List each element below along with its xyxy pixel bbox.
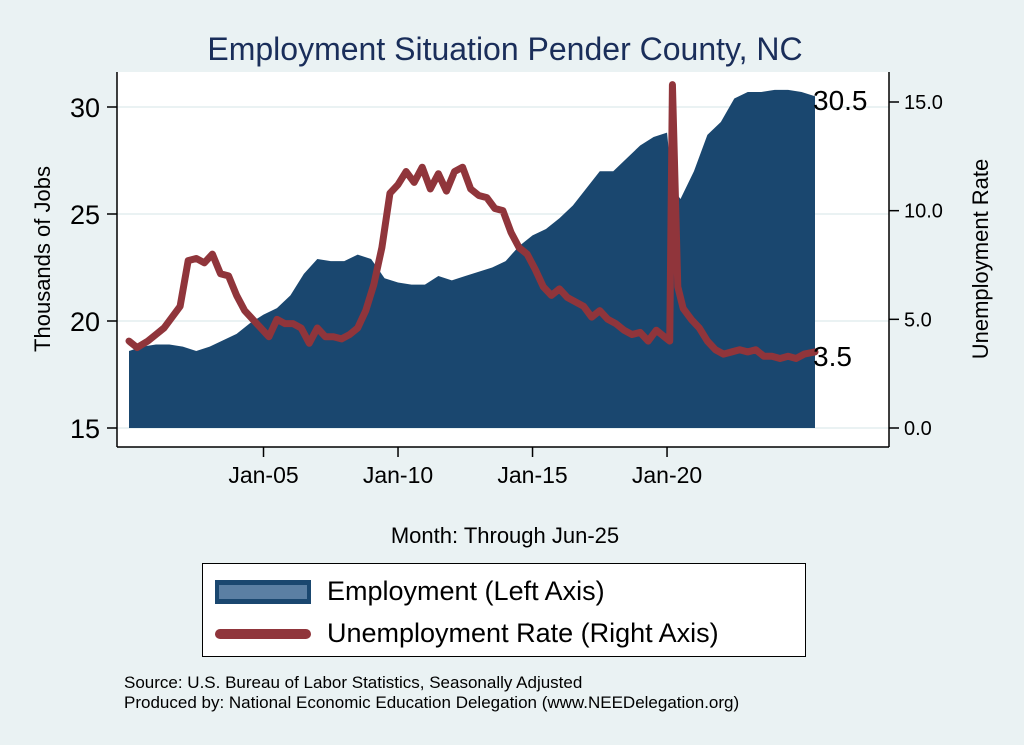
series-employment-area [129, 89, 815, 428]
series-unemployment-line [125, 81, 819, 362]
legend-swatch-unemployment [215, 629, 311, 639]
legend-label-unemployment: Unemployment Rate (Right Axis) [327, 618, 719, 648]
legend-item-employment: Employment (Left Axis) [203, 572, 805, 612]
y-axis-right-label: Unemployment Rate [968, 159, 993, 360]
y-left-tick-label: 20 [70, 307, 100, 337]
x-tick-label: Jan-15 [497, 462, 567, 488]
x-tick-label: Jan-10 [363, 462, 433, 488]
y-left-tick-label: 25 [70, 200, 100, 230]
x-tick-label: Jan-20 [632, 462, 702, 488]
legend-swatch-employment [215, 580, 311, 604]
legend-label-employment: Employment (Left Axis) [327, 576, 605, 606]
y-right-tick-label: 5.0 [904, 309, 932, 331]
legend-item-unemployment: Unemployment Rate (Right Axis) [203, 614, 805, 654]
source-line: Source: U.S. Bureau of Labor Statistics,… [124, 673, 583, 692]
x-axis-label: Month: Through Jun-25 [391, 523, 619, 548]
y-right-tick-label: 10.0 [904, 201, 943, 223]
chart-title: Employment Situation Pender County, NC [207, 31, 802, 67]
source-note: Source: U.S. Bureau of Labor Statistics,… [124, 673, 739, 713]
y-left-tick-label: 30 [70, 93, 100, 123]
legend: Employment (Left Axis) Unemployment Rate… [202, 563, 806, 657]
end-label-employment: 30.5 [813, 85, 868, 116]
producer-line: Produced by: National Economic Education… [124, 693, 740, 712]
y-right-tick-label: 0.0 [904, 418, 932, 440]
y-axis-left-label: Thousands of Jobs [30, 166, 55, 352]
y-left-tick-label: 15 [70, 414, 100, 444]
y-right-tick-label: 15.0 [904, 92, 943, 114]
end-label-unemployment: 3.5 [813, 341, 852, 372]
x-tick-label: Jan-05 [228, 462, 298, 488]
